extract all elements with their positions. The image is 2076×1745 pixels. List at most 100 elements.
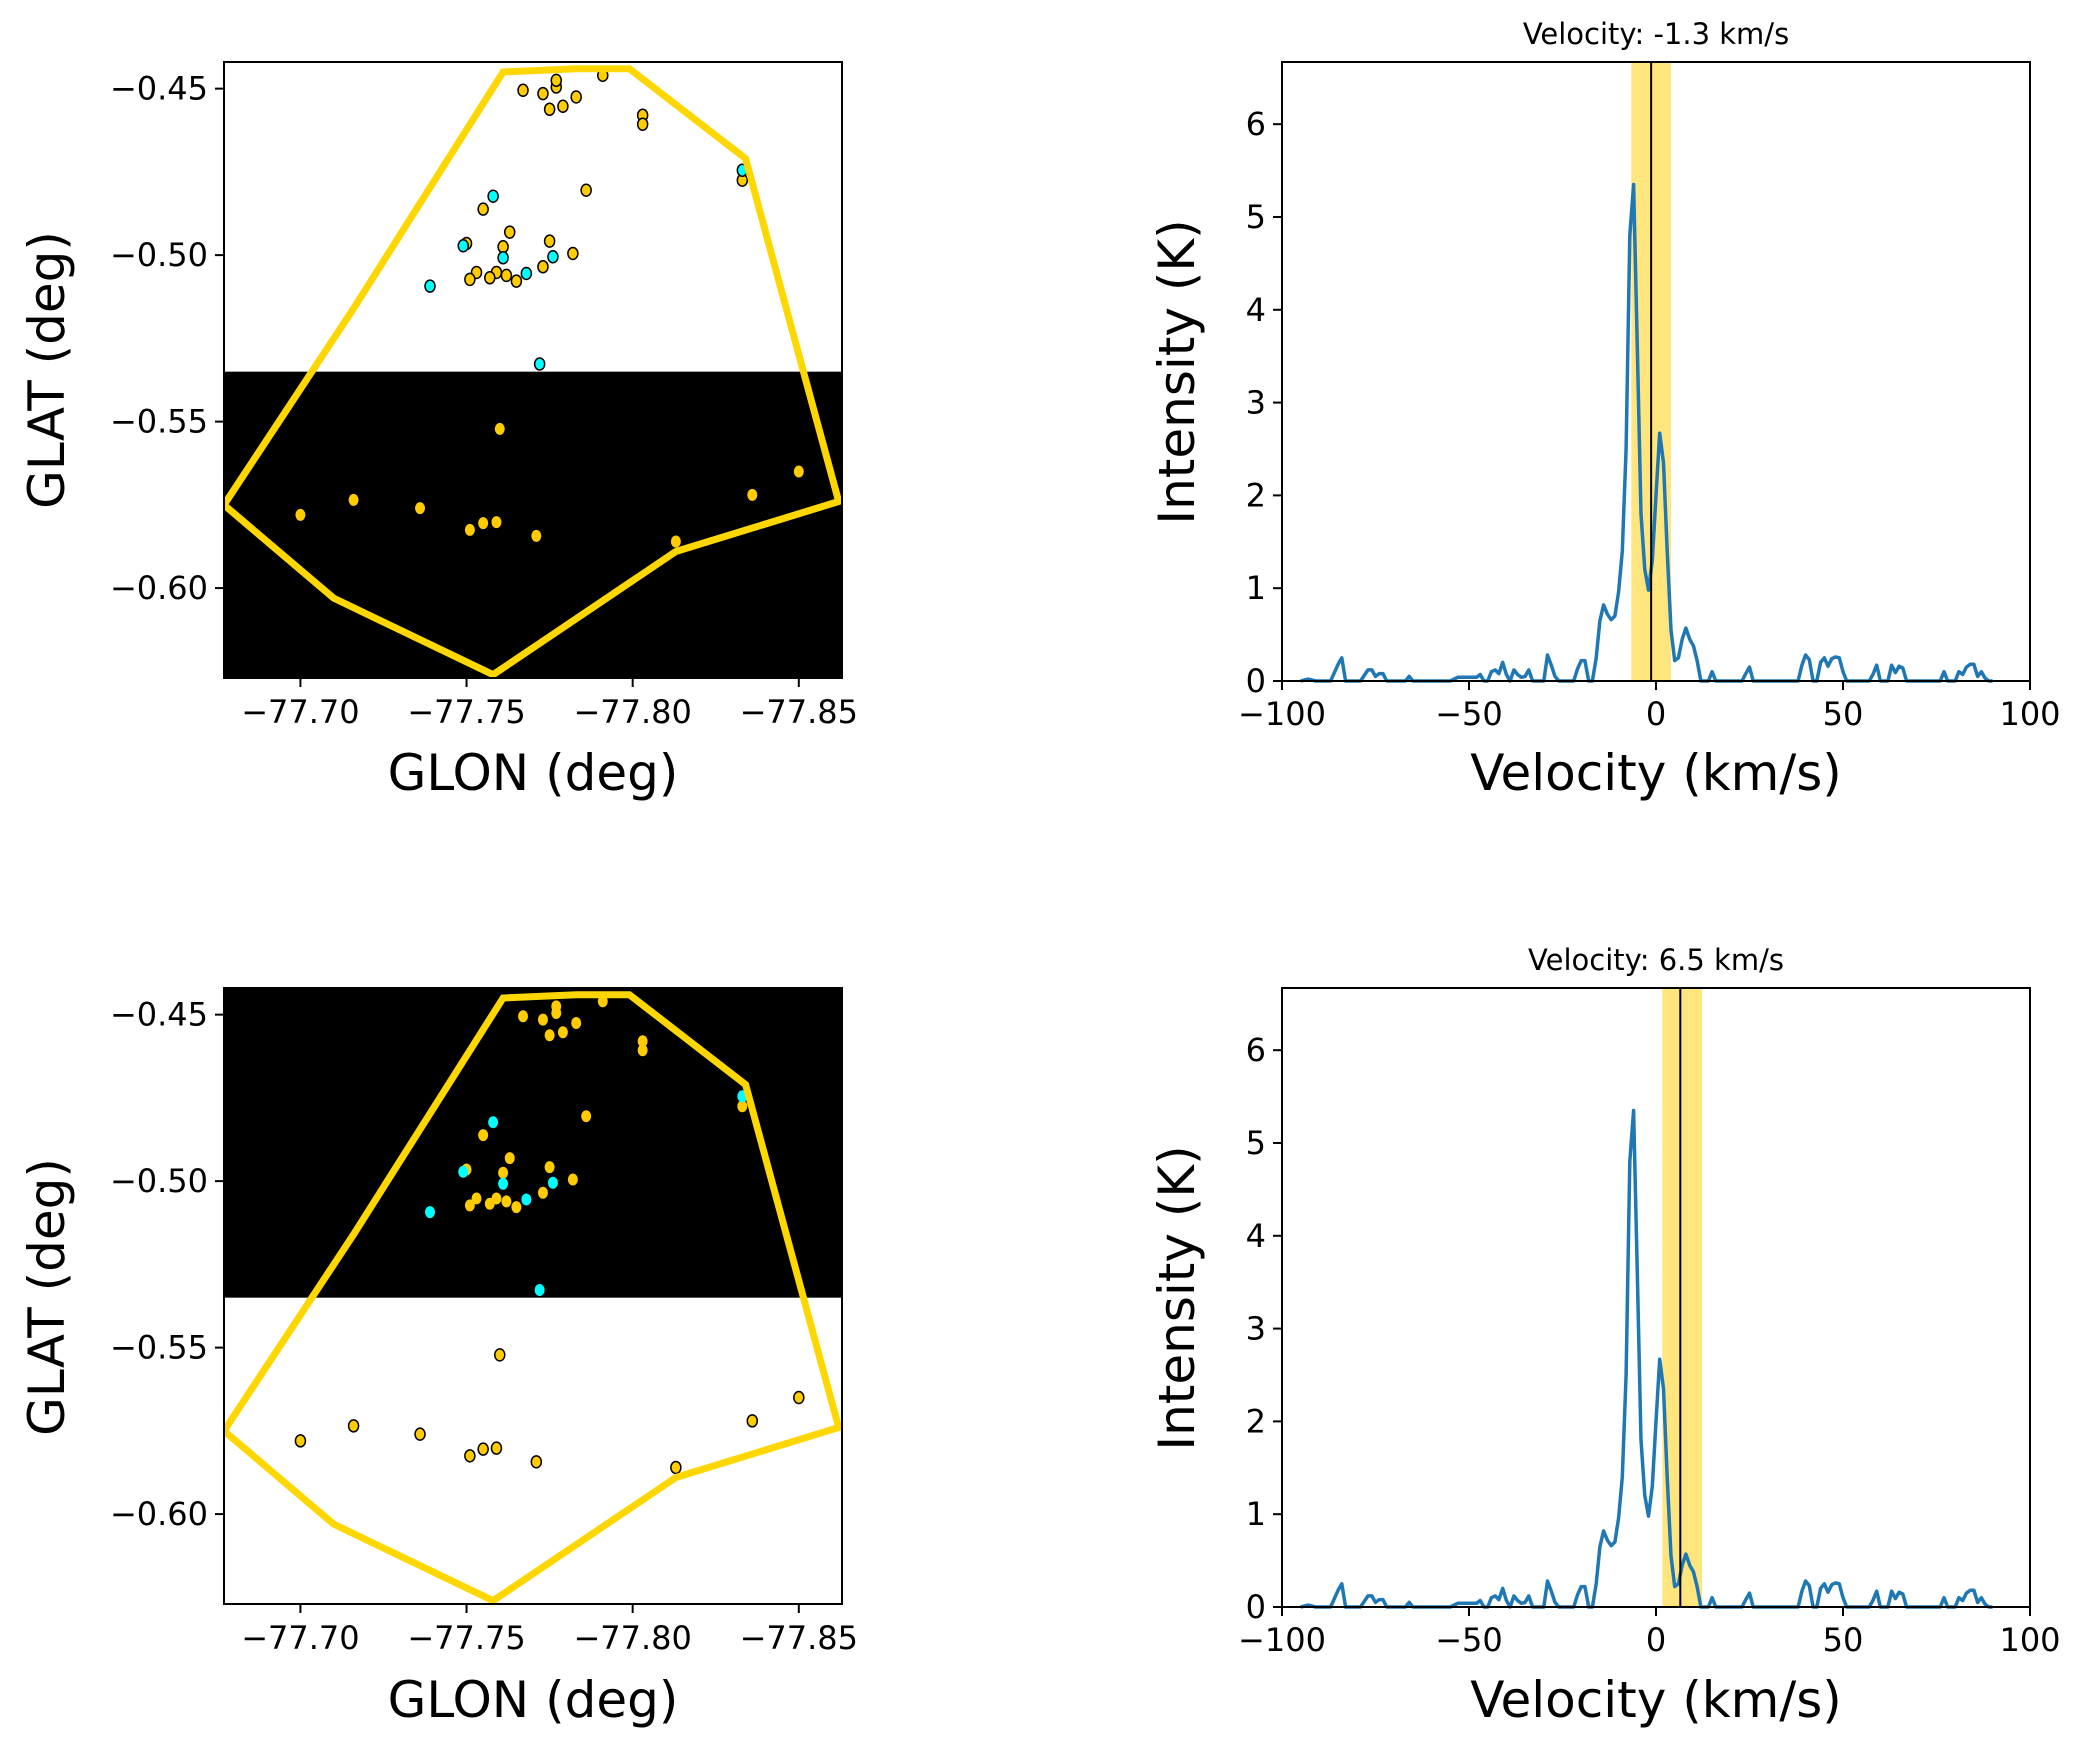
map-panel-bottom: −77.70 −77.75 −77.80 −77.85 −0.45 −0.50 −0.55 −… xyxy=(18,987,858,1729)
x-tick-label: 0 xyxy=(1646,695,1666,733)
y-tick-label: −0.45 xyxy=(110,996,208,1034)
source-point-cyan xyxy=(425,1206,435,1219)
y-tick-label: 6 xyxy=(1246,105,1266,143)
map-inner xyxy=(224,988,842,1604)
source-point-yellow xyxy=(478,517,489,530)
y-tick-label: −0.60 xyxy=(110,569,208,607)
source-point-yellow xyxy=(537,1186,548,1199)
y-tick-label: 4 xyxy=(1246,291,1266,329)
source-point-yellow xyxy=(494,1348,506,1362)
spectrum-plot-area: −100 −50 0 50 100 0 1 2 3 4 5 6 xyxy=(1238,987,2061,1659)
source-point-yellow xyxy=(491,516,502,529)
source-point-yellow xyxy=(531,529,542,542)
x-tick-label: −77.70 xyxy=(241,693,359,731)
spectrum-ylabel: Intensity (K) xyxy=(1148,219,1206,524)
source-point-yellow xyxy=(567,1173,578,1186)
source-point-yellow xyxy=(484,271,496,285)
source-point-yellow xyxy=(295,508,306,521)
source-point-yellow xyxy=(537,260,549,274)
y-tick-label: 3 xyxy=(1246,1310,1266,1348)
source-point-yellow xyxy=(501,1195,512,1208)
source-point-yellow xyxy=(347,1419,360,1433)
source-point-yellow xyxy=(348,493,359,506)
source-point-yellow xyxy=(498,1166,509,1179)
source-point-yellow xyxy=(636,117,649,132)
y-tick-label: 5 xyxy=(1246,1124,1266,1162)
source-point-yellow xyxy=(490,1441,503,1455)
source-point-yellow xyxy=(464,1449,476,1463)
x-tick-label: 50 xyxy=(1823,1621,1864,1659)
source-point-yellow xyxy=(415,502,426,515)
y-tick-label: 2 xyxy=(1246,476,1266,514)
source-point-yellow xyxy=(557,1026,568,1039)
x-tick-label: −77.75 xyxy=(407,1619,525,1657)
map-inner xyxy=(224,62,842,678)
source-point-yellow xyxy=(464,1199,475,1212)
source-point-yellow xyxy=(580,183,592,197)
map-plot-area: −77.70 −77.75 −77.80 −77.85 −0.45 −0.50 −0.55 −… xyxy=(110,987,858,1657)
spectrum-background xyxy=(1282,988,2030,1607)
x-tick-label: 100 xyxy=(1999,695,2060,733)
source-point-cyan xyxy=(547,1176,558,1189)
x-tick-label: −77.85 xyxy=(740,693,858,731)
source-point-yellow xyxy=(537,86,549,101)
source-point-yellow xyxy=(746,1414,759,1428)
y-tick-label: 0 xyxy=(1246,1588,1266,1626)
y-tick-label: −0.45 xyxy=(110,70,208,108)
x-tick-label: −50 xyxy=(1435,1621,1503,1659)
x-tick-label: −77.75 xyxy=(407,693,525,731)
source-point-cyan xyxy=(520,266,533,281)
source-point-yellow xyxy=(793,465,804,478)
source-point-yellow xyxy=(477,1442,489,1456)
source-point-yellow xyxy=(544,1029,555,1042)
source-point-yellow xyxy=(518,1010,529,1023)
axes-frame xyxy=(223,987,843,1605)
x-tick-label: −77.70 xyxy=(241,1619,359,1657)
map-panel-top: −77.70 −77.75 −77.80 −77.85 −0.45 −0.50 −0.55 −… xyxy=(18,61,858,802)
source-point-yellow xyxy=(570,90,582,104)
spectrum-panel-top: −100 −50 0 50 100 0 1 2 3 4 5 6 Velocity: -1.3 km/s… xyxy=(1148,17,2061,802)
source-point-yellow xyxy=(571,1016,582,1029)
source-point-cyan xyxy=(534,1284,545,1297)
source-point-yellow xyxy=(500,268,513,283)
map-xlabel: GLON (deg) xyxy=(388,1671,679,1729)
source-point-yellow xyxy=(793,1390,805,1405)
y-tick-label: 5 xyxy=(1246,198,1266,236)
spectrum-plot-area: −100 −50 0 50 100 0 1 2 3 4 5 6 xyxy=(1238,61,2061,733)
x-tick-label: −100 xyxy=(1238,1621,1326,1659)
x-tick-label: 100 xyxy=(1999,1621,2060,1659)
y-tick-label: −0.50 xyxy=(110,236,208,274)
source-point-yellow xyxy=(478,1129,489,1142)
source-point-yellow xyxy=(597,995,608,1008)
mask-region xyxy=(224,988,842,1298)
source-point-yellow xyxy=(544,1161,555,1174)
source-point-yellow xyxy=(551,1000,562,1013)
y-tick-label: 2 xyxy=(1246,1402,1266,1440)
mask-region xyxy=(224,371,842,678)
source-point-yellow xyxy=(670,535,681,548)
y-tick-label: 3 xyxy=(1246,384,1266,422)
y-tick-label: −0.60 xyxy=(110,1495,208,1533)
source-point-yellow xyxy=(414,1427,426,1441)
spectrum-xlabel: Velocity (km/s) xyxy=(1470,1671,1842,1729)
source-point-yellow xyxy=(550,73,563,88)
source-point-yellow xyxy=(517,83,529,98)
source-point-cyan xyxy=(424,279,436,293)
x-tick-label: −77.80 xyxy=(573,693,691,731)
source-point-yellow xyxy=(747,488,758,501)
source-point-yellow xyxy=(581,1110,592,1123)
spectrum-xlabel: Velocity (km/s) xyxy=(1470,744,1842,802)
x-tick-label: 0 xyxy=(1646,1621,1666,1659)
source-point-yellow xyxy=(294,1434,307,1448)
spectrum-ylabel: Intensity (K) xyxy=(1148,1145,1206,1450)
source-point-yellow xyxy=(543,102,556,117)
source-point-yellow xyxy=(464,523,475,536)
source-point-cyan xyxy=(497,251,509,265)
source-point-yellow xyxy=(637,1044,648,1057)
source-point-yellow xyxy=(737,1100,748,1113)
spectrum-title: Velocity: 6.5 km/s xyxy=(1528,943,1784,977)
y-tick-label: 1 xyxy=(1246,569,1266,607)
source-point-yellow xyxy=(504,1152,515,1165)
